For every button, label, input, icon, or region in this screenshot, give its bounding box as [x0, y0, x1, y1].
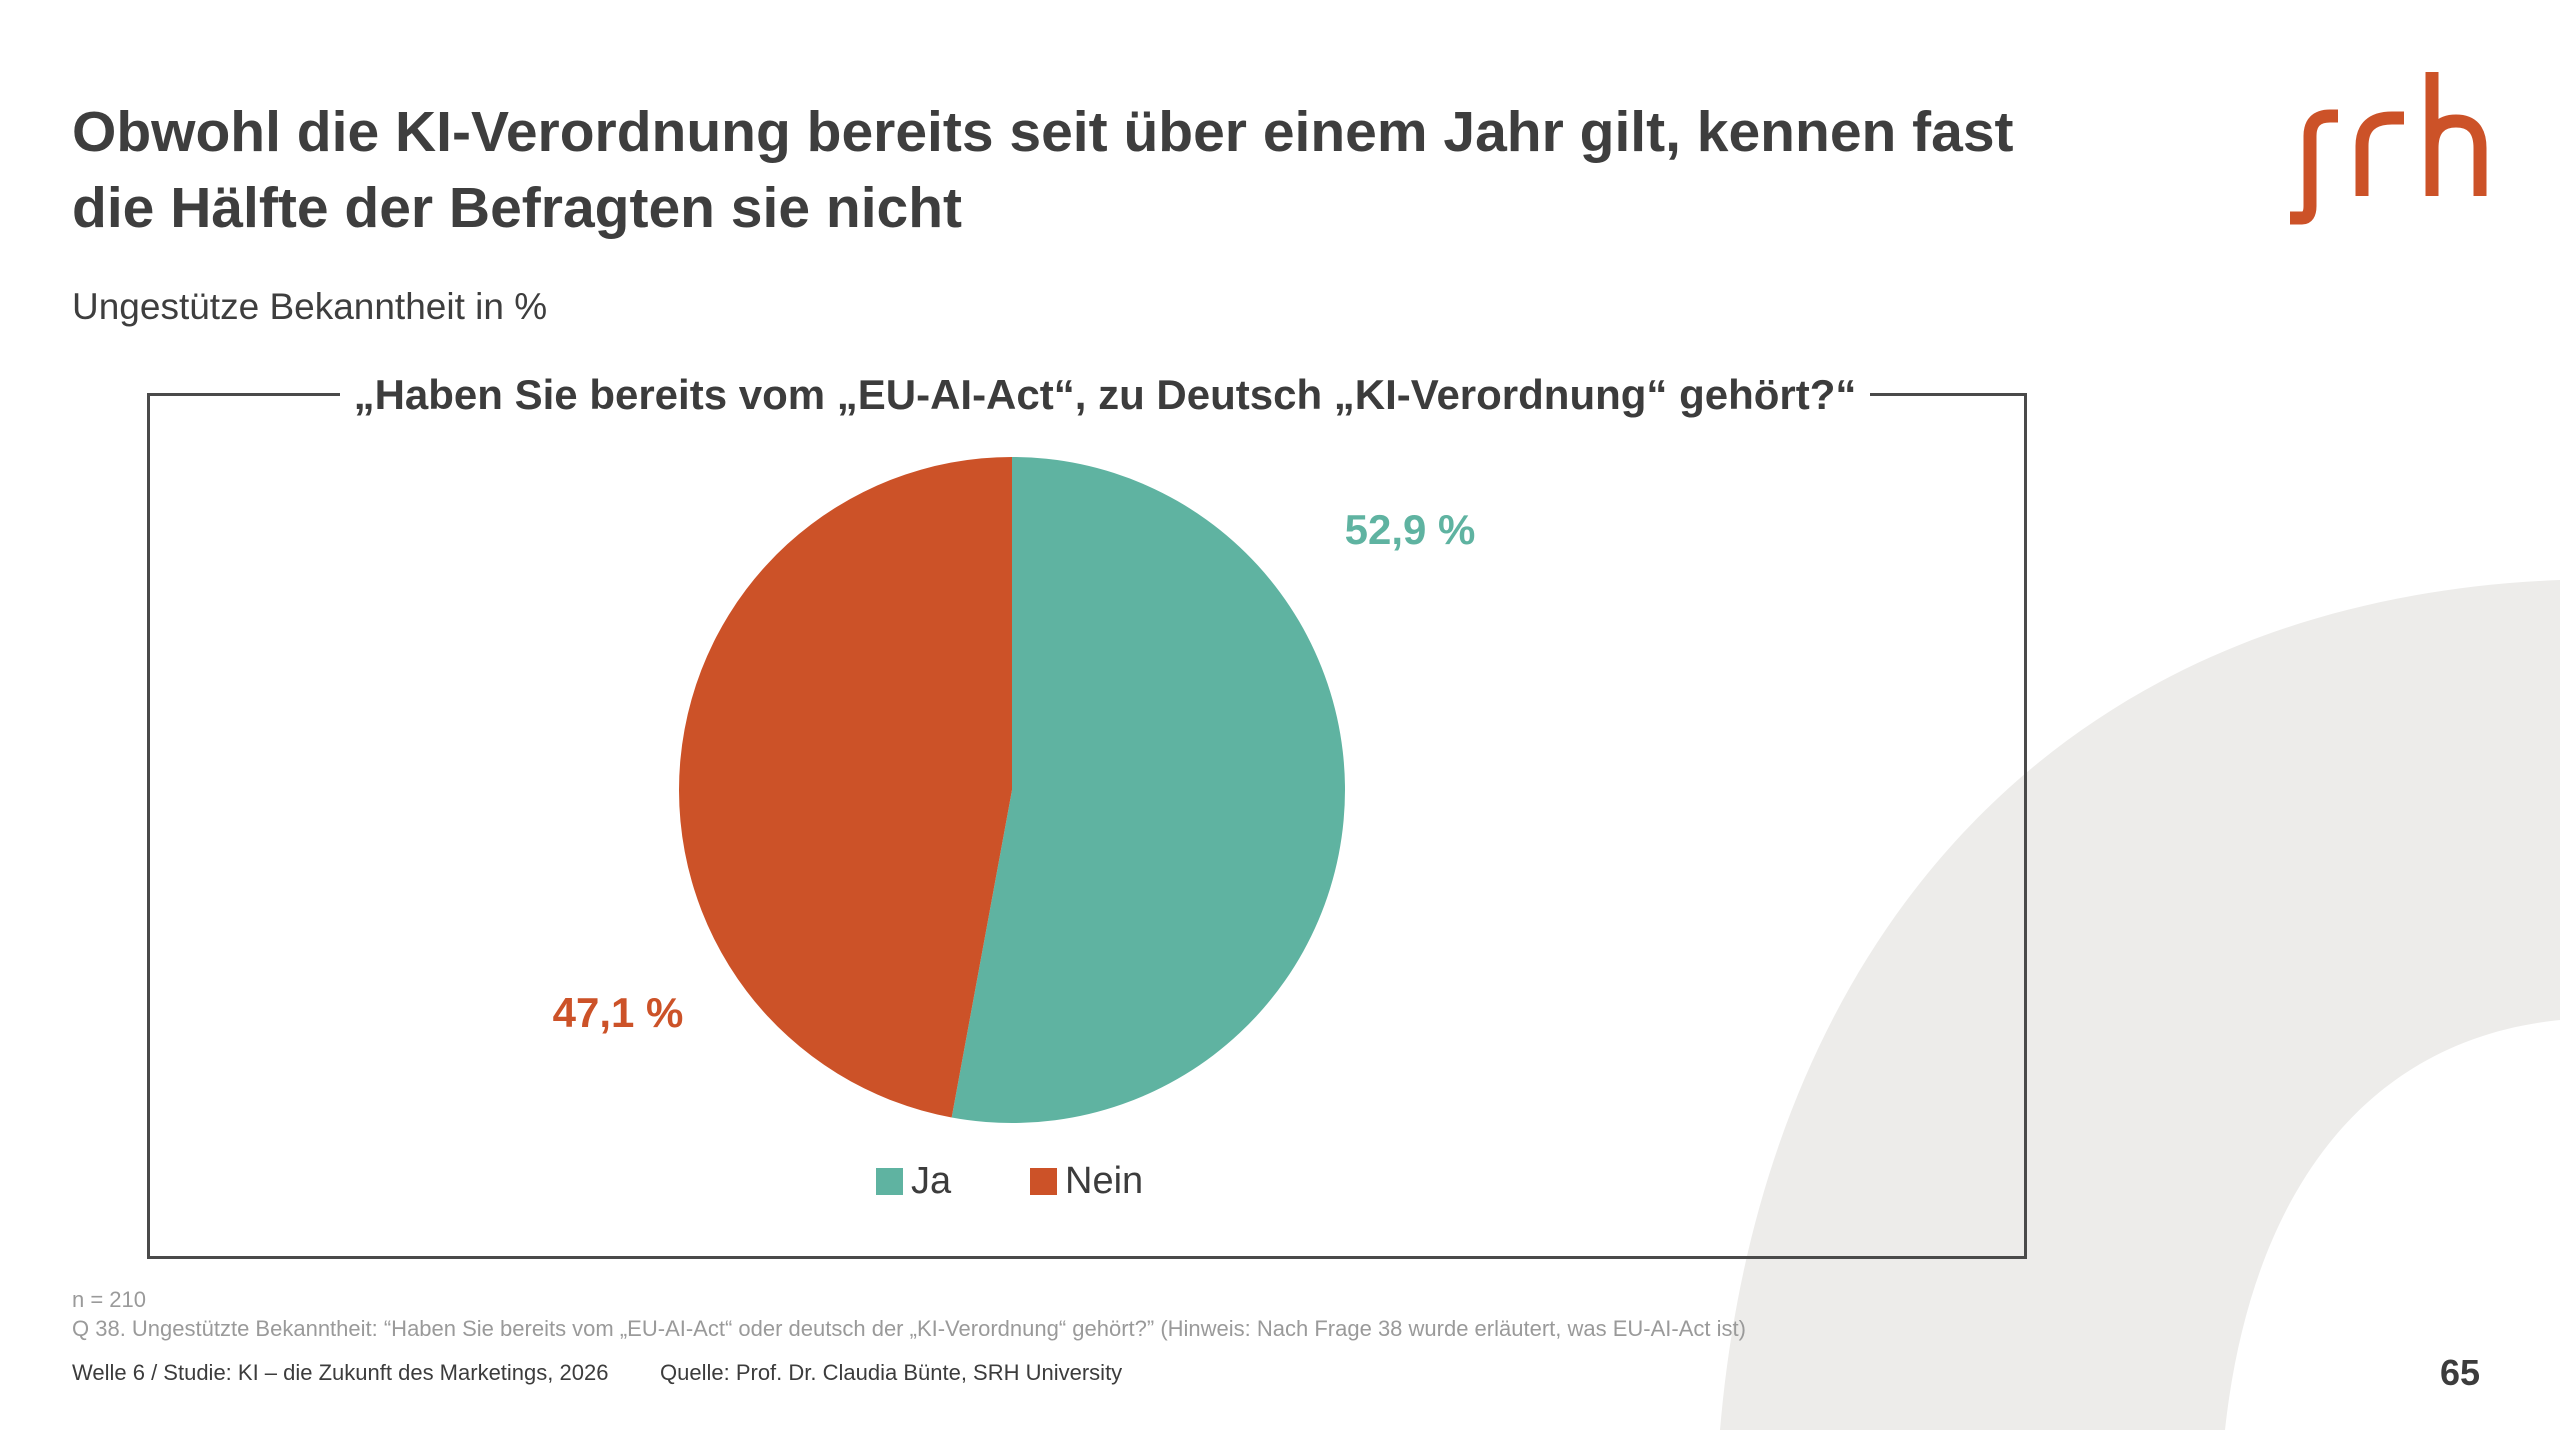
chart-title: „Haben Sie bereits vom „EU-AI-Act“, zu D…: [340, 360, 1870, 430]
page-title: Obwohl die KI-Verordnung bereits seit üb…: [72, 100, 2014, 240]
pie-slice-nein: [678, 457, 1012, 1118]
legend-swatch-ja: [876, 1168, 903, 1195]
footnote-sample-size: n = 210: [72, 1287, 147, 1312]
footer-study: Welle 6 / Studie: KI – die Zukunft des M…: [72, 1360, 609, 1385]
data-label-nein: 47,1 %: [553, 989, 684, 1036]
footer-source: Quelle: Prof. Dr. Claudia Bünte, SRH Uni…: [660, 1360, 1123, 1385]
page-subtitle: Ungestütze Bekanntheit in %: [72, 286, 548, 327]
srh-logo: srh: [2290, 72, 2487, 225]
footnote-question: Q 38. Ungestützte Bekanntheit: “Haben Si…: [72, 1316, 1746, 1341]
page-number: 65: [2440, 1352, 2481, 1393]
legend-label-ja: Ja: [911, 1160, 952, 1202]
legend-label-nein: Nein: [1065, 1160, 1144, 1202]
legend-item-nein: Nein: [1030, 1160, 1143, 1203]
pie-slice-ja: [951, 457, 1345, 1123]
legend-swatch-nein: [1030, 1168, 1057, 1195]
data-label-ja: 52,9 %: [1345, 506, 1476, 553]
legend-item-ja: Ja: [876, 1160, 951, 1203]
